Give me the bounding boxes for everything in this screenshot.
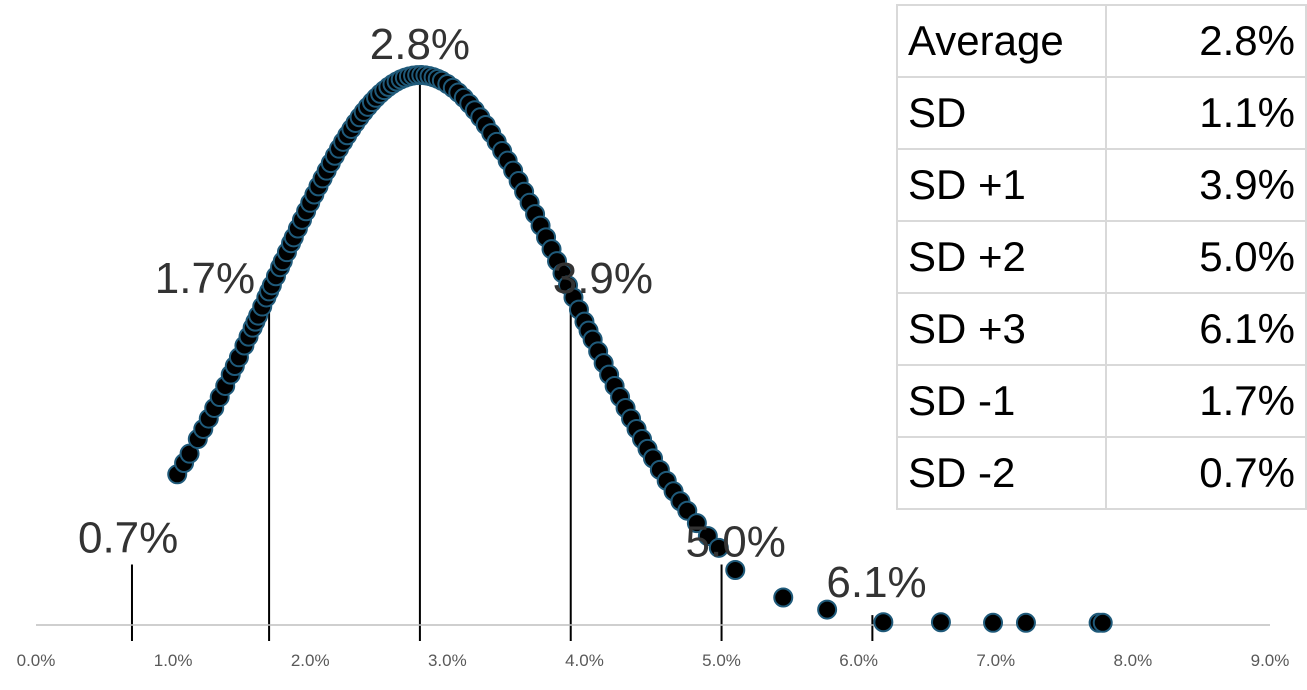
stats-label: SD <box>896 76 1107 150</box>
x-tick-label: 2.0% <box>291 651 330 670</box>
sd-annotation-label: 1.7% <box>155 254 255 303</box>
stats-value: 0.7% <box>1104 436 1307 510</box>
sd-annotation-label: 2.8% <box>370 20 470 69</box>
stats-label: SD -2 <box>896 436 1107 510</box>
stats-value: 6.1% <box>1104 292 1307 366</box>
data-points <box>167 65 1113 633</box>
x-tick-labels: 0.0% 1.0% 2.0% 3.0% 4.0% 5.0% 6.0% 7.0% 8.0% 9.0% <box>17 651 1290 670</box>
x-tick-label: 5.0% <box>702 651 741 670</box>
stats-label: SD -1 <box>896 364 1107 438</box>
stats-label: Average <box>896 4 1107 78</box>
data-point <box>725 560 746 580</box>
x-tick-label: 8.0% <box>1114 651 1153 670</box>
stats-label: SD +1 <box>896 148 1107 222</box>
sd-annotations: 2.8% 1.7% 3.9% 0.7% 5.0% 6.1% <box>78 20 927 607</box>
stats-row: SD +2 5.0% <box>896 220 1307 294</box>
stats-row: SD +3 6.1% <box>896 292 1307 366</box>
data-point <box>873 612 894 633</box>
stats-value: 3.9% <box>1104 148 1307 222</box>
stats-label: SD +2 <box>896 220 1107 294</box>
stats-row: SD -1 1.7% <box>896 364 1307 438</box>
sd-annotation-label: 0.7% <box>78 514 178 563</box>
stats-table-body: Average 2.8% SD 1.1% SD +1 3.9% SD +2 5.0% SD +3… <box>896 4 1307 510</box>
stats-label: SD +3 <box>896 292 1107 366</box>
data-point <box>708 537 729 558</box>
stats-row: SD 1.1% <box>896 76 1307 150</box>
stats-value: 2.8% <box>1104 4 1307 78</box>
data-point <box>773 587 794 608</box>
stats-table: Average 2.8% SD 1.1% SD +1 3.9% SD +2 5.0% SD +3… <box>896 4 1307 510</box>
x-tick-label: 9.0% <box>1251 651 1290 670</box>
x-tick-label: 7.0% <box>976 651 1015 670</box>
stats-row: SD +1 3.9% <box>896 148 1307 222</box>
sd-annotation-label: 3.9% <box>553 254 653 303</box>
data-point <box>817 599 838 620</box>
data-point <box>1092 612 1113 633</box>
data-point <box>1015 612 1036 633</box>
data-point <box>930 612 951 633</box>
data-point <box>686 513 707 534</box>
stats-value: 1.7% <box>1104 364 1307 438</box>
stats-row: SD -2 0.7% <box>896 436 1307 510</box>
x-tick-label: 3.0% <box>428 651 467 670</box>
stats-row: Average 2.8% <box>896 4 1307 78</box>
x-tick-label: 1.0% <box>154 651 193 670</box>
sd-annotation-label: 6.1% <box>826 558 926 607</box>
x-tick-label: 0.0% <box>17 651 56 670</box>
stats-value: 1.1% <box>1104 76 1307 150</box>
stats-value: 5.0% <box>1104 220 1307 294</box>
x-tick-label: 4.0% <box>565 651 604 670</box>
sd-line-group <box>130 75 874 641</box>
x-tick-label: 6.0% <box>839 651 878 670</box>
data-point <box>983 612 1004 633</box>
sd-annotation-label: 5.0% <box>686 518 786 567</box>
